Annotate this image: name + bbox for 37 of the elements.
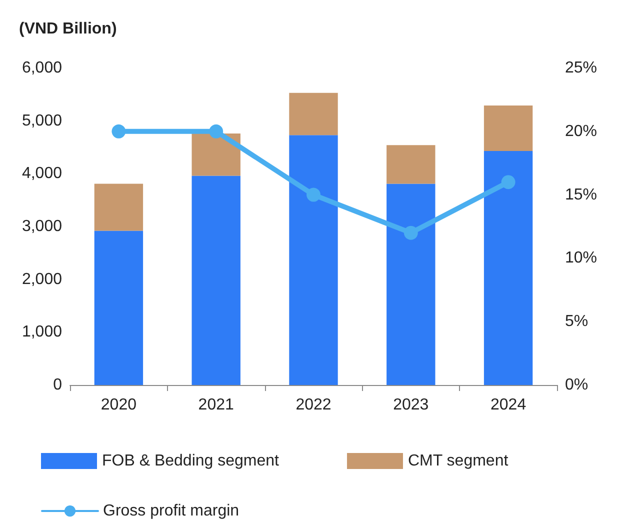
point [209,124,224,138]
bar [289,135,338,385]
y-tick-label: 1,000 [22,324,62,341]
bar [484,150,533,385]
y2-tick-label: 20% [565,122,598,140]
y2-tick-label: 5% [565,313,588,330]
legend-label: CMT segment [408,452,509,470]
x-tick-label: 2021 [198,396,234,414]
y-axis-title: (VND Billion) [19,20,117,38]
x-tick-label: 2020 [100,396,137,414]
bar [94,230,144,385]
x-tick-label: 2023 [393,396,429,414]
y-tick-label: 4,000 [22,165,62,182]
bar [289,92,338,136]
y2-tick-label: 0% [565,376,588,394]
legend-label: Gross profit margin [103,502,240,520]
bar [386,184,436,385]
y2-tick-label: 10% [565,250,598,267]
bar [94,184,144,231]
bar [484,106,533,151]
y2-tick-label: 25% [565,60,598,76]
y-tick-label: 6,000 [22,60,62,76]
point [306,188,320,202]
point [404,226,418,240]
y-tick-label: 2,000 [22,270,62,288]
y2-tick-label: 15% [565,186,598,204]
point [501,175,516,190]
point [112,124,126,138]
x-tick-label: 2024 [490,396,526,414]
legend-label: FOB & Bedding segment [102,452,280,470]
bar [192,134,240,176]
x-tick-label: 2022 [296,396,332,414]
y-tick-label: 5,000 [22,112,62,130]
y-tick-label: 3,000 [22,218,62,235]
bar [192,176,240,385]
y-tick-label: 0 [53,376,62,394]
bar [386,145,436,184]
